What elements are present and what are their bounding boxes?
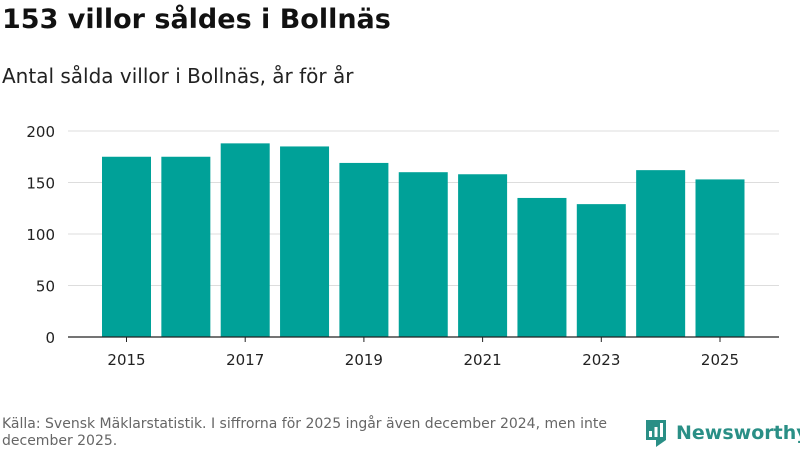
x-tick-label-2025: 2025: [701, 351, 739, 369]
bars: [102, 143, 745, 337]
chart-title: 153 villor såldes i Bollnäs: [2, 4, 391, 35]
brand[interactable]: Newsworthy: [644, 418, 800, 448]
source-note: Källa: Svensk Mäklarstatistik. I siffror…: [2, 416, 607, 449]
bar-2022: [517, 197, 567, 337]
bar-2015: [102, 156, 151, 337]
x-tick-label-2015: 2015: [107, 351, 145, 369]
chart-subtitle: Antal sålda villor i Bollnäs, år för år: [2, 64, 354, 88]
x-tick-label-2023: 2023: [582, 351, 620, 369]
y-tick-label-0: 0: [45, 329, 55, 347]
bar-2024: [636, 170, 686, 337]
y-tick-label-50: 50: [36, 278, 55, 296]
axes: 0 50 100 150 200 2015 2017 2019 2021 2023 2025: [26, 123, 779, 369]
bar-2019: [339, 162, 389, 337]
y-tick-label-100: 100: [26, 226, 55, 244]
y-tick-label-150: 150: [26, 175, 55, 193]
y-tick-label-200: 200: [26, 123, 55, 141]
x-tick-label-2019: 2019: [345, 351, 383, 369]
bar-2021: [458, 174, 508, 337]
bar-chart: 0 50 100 150 200 2015 2017 2019 2021 2023 2025: [26, 123, 779, 369]
x-tick-label-2021: 2021: [464, 351, 502, 369]
bar-2017: [220, 143, 270, 337]
bar-2020: [398, 172, 448, 337]
newsworthy-logo-icon: [646, 420, 666, 447]
bar-2018: [280, 146, 330, 337]
x-tick-label-2017: 2017: [226, 351, 264, 369]
brand-name: Newsworthy: [676, 422, 800, 444]
bar-2023: [576, 204, 626, 337]
bar-2016: [161, 156, 211, 337]
bar-2025: [695, 179, 745, 337]
